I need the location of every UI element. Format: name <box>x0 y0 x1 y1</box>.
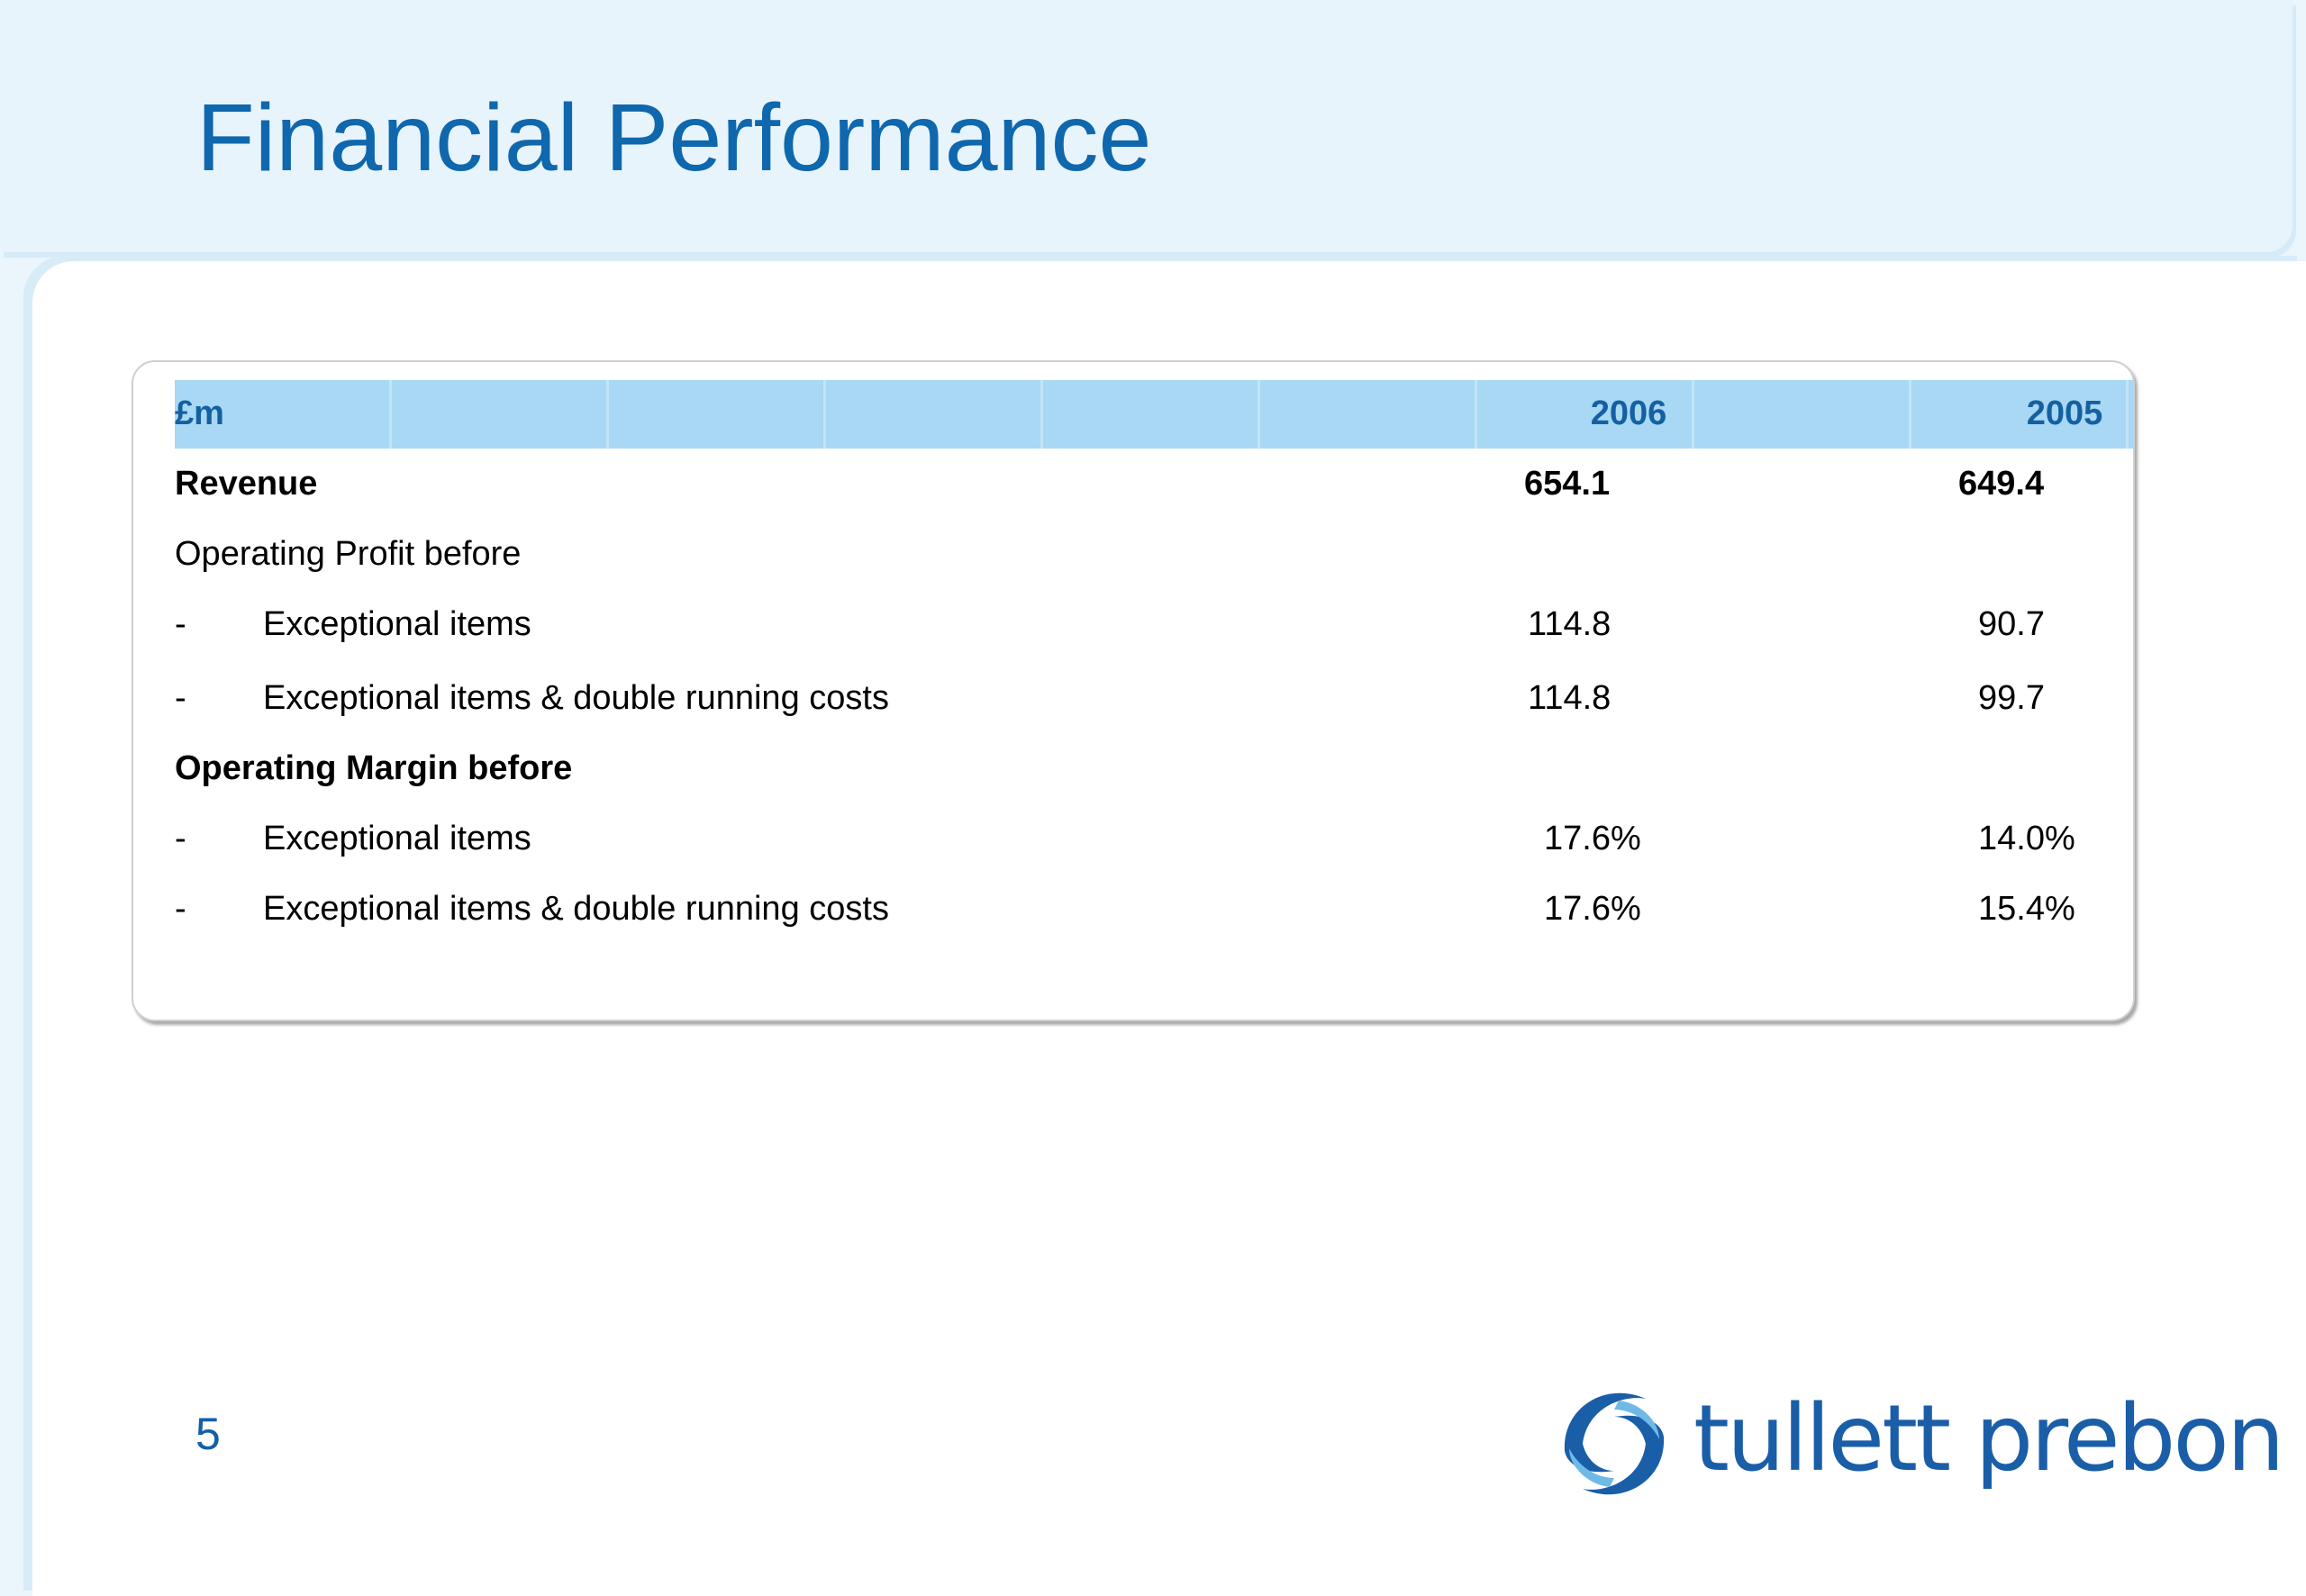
header-2005: 2005 <box>2026 394 2103 432</box>
row-bullet: - <box>175 890 186 928</box>
row-label: Revenue <box>175 465 318 503</box>
row-bullet: - <box>175 820 186 857</box>
row-label: Operating Margin before <box>175 749 573 787</box>
row-bullet: - <box>175 605 186 643</box>
row-value-2005: 14.0% <box>1978 820 2075 857</box>
logo-wordmark: tullett prebon <box>1693 1385 2284 1492</box>
row-label: Operating Profit before <box>175 535 522 573</box>
page-title: Financial Performance <box>196 85 1152 191</box>
header-2006: 2006 <box>1590 394 1667 432</box>
row-value-2005: 99.7 <box>1978 679 2045 717</box>
row-label: Exceptional items & double running costs <box>263 679 889 717</box>
header-band <box>0 0 2292 252</box>
row-label: Exceptional items <box>263 605 531 643</box>
row-value-2006: 114.8 <box>1528 605 1611 643</box>
row-value-2006: 17.6% <box>1544 890 1641 928</box>
financial-table: £m 2006 2005 Revenue 654.1 649.4 Operati… <box>132 360 2135 1021</box>
row-value-2006: 114.8 <box>1528 679 1611 717</box>
row-value-2006: 17.6% <box>1544 820 1641 857</box>
swirl-logo-icon <box>1564 1392 1665 1495</box>
table-header-row <box>175 380 2133 449</box>
row-value-2006: 654.1 <box>1524 465 1611 503</box>
page-number: 5 <box>195 1409 221 1459</box>
row-label: Exceptional items & double running costs <box>263 890 889 928</box>
row-label: Exceptional items <box>263 820 531 857</box>
row-value-2005: 15.4% <box>1978 890 2075 928</box>
row-value-2005: 649.4 <box>1958 465 2045 503</box>
row-value-2005: 90.7 <box>1978 605 2045 643</box>
row-bullet: - <box>175 679 186 717</box>
header-unit: £m <box>175 394 224 432</box>
